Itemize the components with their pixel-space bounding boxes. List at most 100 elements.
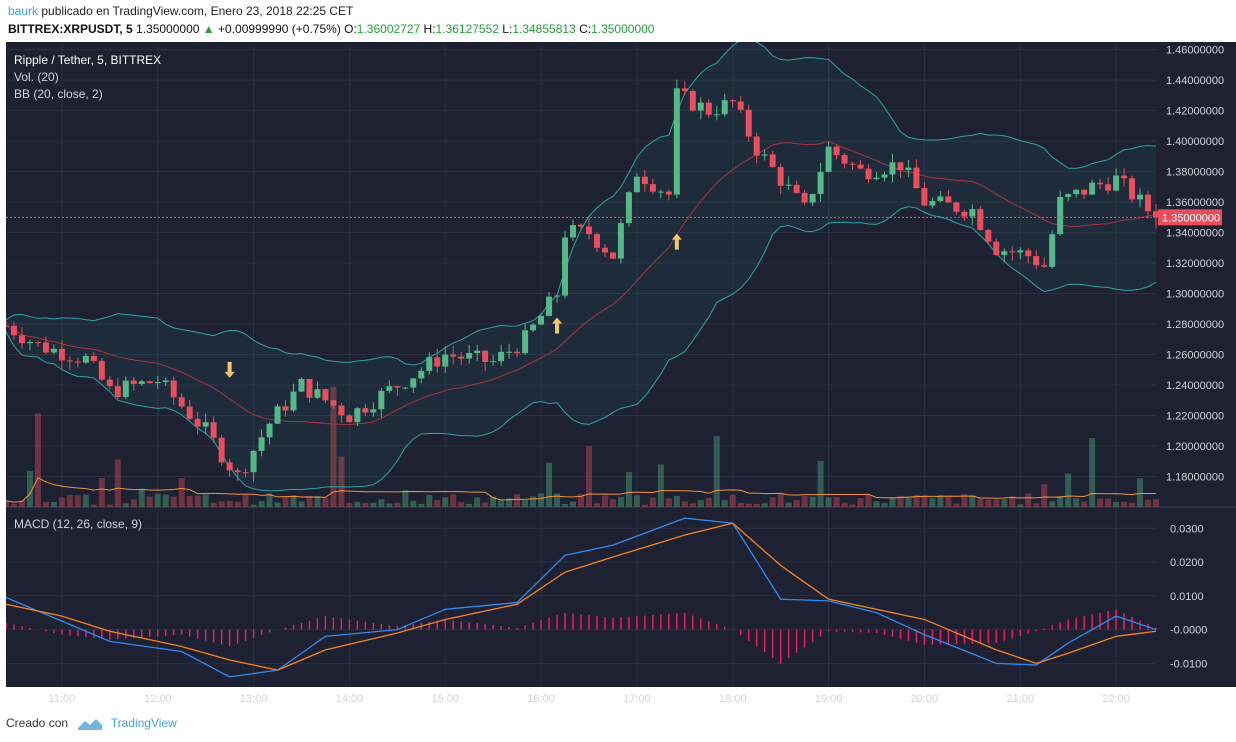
volume-bar [378,499,385,507]
candle-body [338,405,345,416]
volume-bar [394,502,401,507]
macd-tick-label: -0.0000 [1170,625,1207,637]
candle-body [913,167,920,189]
tradingview-link[interactable]: TradingView [110,716,177,730]
candle-body [490,361,497,363]
candle-body [90,355,97,361]
signal-markers [224,233,682,378]
bb-fill [6,42,1156,491]
volume-bar [338,456,345,507]
price-tick-label: 1.40000000 [1166,136,1224,148]
candle-body [585,226,592,235]
volume-bar [578,494,584,507]
candle-body [1097,182,1104,185]
volume-bar [1073,498,1080,507]
candle-body [697,102,704,111]
volume-bar [274,502,281,507]
volume-bar [753,503,760,507]
volume-bar [993,499,1000,507]
volume-bar [793,499,800,507]
close-value: 1.35000000 [591,22,655,36]
volume-bar [841,502,848,507]
candle-body [1033,256,1040,266]
volume-bar [82,494,89,507]
volume-bar [641,504,648,507]
volume-bar [1089,438,1096,507]
candle-body [522,330,529,354]
volume-bar [769,497,776,507]
candle-body [865,168,872,180]
candle-body [202,422,209,427]
candle-body [482,350,489,362]
candle-body [593,234,600,248]
volume-bar [1065,473,1072,507]
volume-bar [825,497,832,507]
candle-body [953,202,960,212]
volume-bar [913,494,920,507]
chart-background [6,42,1156,687]
volume-bar [226,500,233,507]
author-name[interactable]: baurk [8,4,39,18]
volume-bar [554,493,561,507]
volume-bar [186,495,193,507]
volume-bar [937,494,944,507]
candle-body [969,209,976,217]
volume-bar [410,500,417,507]
volume-bar [362,502,369,507]
candle-body [1145,194,1152,212]
price-axis-background [1156,42,1236,687]
candle-body [929,200,936,206]
candle-body [442,354,449,367]
volume-bar [506,498,513,507]
candle-body [905,167,912,171]
volume-bar [1025,493,1032,507]
time-tick-label: 16:00 [527,693,555,705]
open-label: O: [344,22,357,36]
candle-body [945,196,952,203]
time-tick-label: 12:00 [144,693,172,705]
volume-bar [522,500,529,507]
trading-chart[interactable]: 1.46000000 1.44000000 1.42000000 1.40000000… [0,42,1236,710]
candle-body [1065,194,1072,197]
close-label: C: [579,22,592,36]
created-with-label: Creado con [6,716,69,730]
candle-body [625,192,632,224]
candle-body [242,472,249,474]
candle-body [833,146,840,156]
volume-bar [625,472,632,507]
volume-bar [450,494,457,507]
volume-bar [58,497,65,507]
volume-bar [514,494,521,507]
volume-bar [921,495,928,507]
symbol-label: BITTREX:XRPUSDT, 5 [8,22,133,36]
candle-body [570,225,577,238]
time-tick-label: 11:00 [49,693,76,705]
macd-legend: MACD (12, 26, close, 9) [14,517,142,531]
volume-bar [1105,498,1112,507]
candle-body [114,386,121,398]
volume-bar [737,503,744,507]
candle-body [977,209,984,230]
arrow-up-icon [671,233,682,250]
time-tick-label: 13:00 [240,693,268,705]
candle-body [58,348,65,361]
candle-body [633,176,640,193]
bb-basis-line [5,140,1157,426]
publish-header: baurk publicado en TradingView.com, Ener… [8,4,353,18]
candle-body [370,409,377,413]
time-tick-label: 17:00 [623,693,651,705]
candle-body [562,237,569,296]
candle-body [330,400,337,406]
volume-bar [1153,499,1159,507]
volume-bar [785,502,792,507]
candle-body [514,351,521,354]
price-tick-label: 1.20000000 [1166,441,1224,453]
volume-bar [1033,503,1040,507]
candle-body [665,191,672,195]
volume-bar [1049,501,1056,507]
change-value: +0.00999990 (+0.75%) [218,22,341,36]
candle-body [530,324,537,331]
volume-bar [354,501,361,507]
volume-bar [546,462,553,507]
candlesticks[interactable] [3,79,1159,482]
